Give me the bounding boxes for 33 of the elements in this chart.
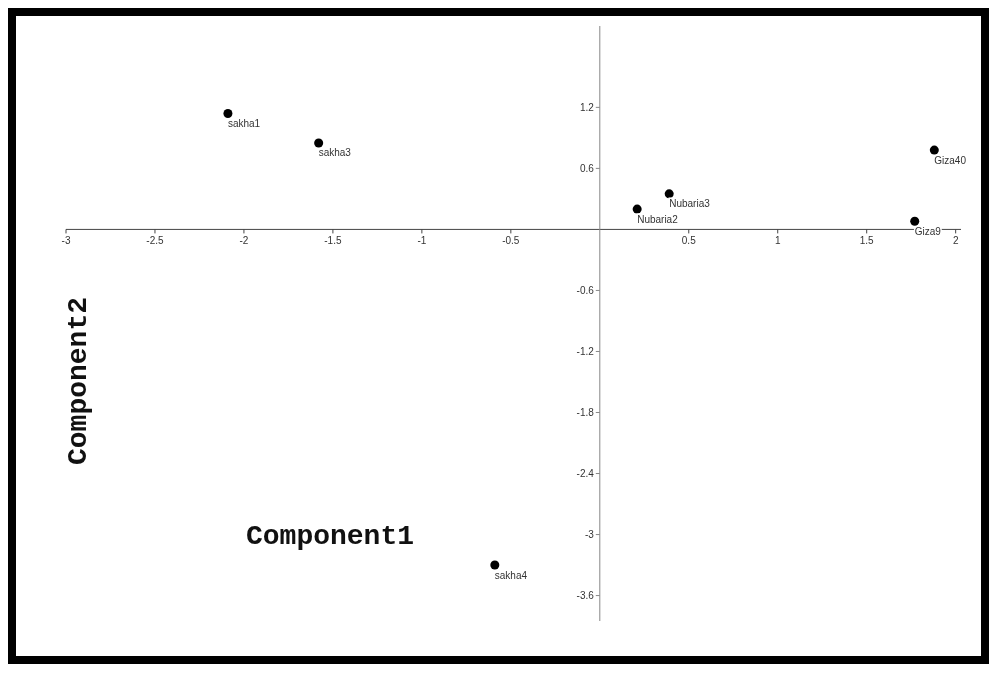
y-tick-label: -2.4 [576, 468, 595, 480]
x-tick-label: -1.5 [324, 235, 342, 247]
x-tick-label: 2 [952, 235, 959, 247]
x-tick-label: -3 [61, 235, 71, 247]
series-label: sakha3 [318, 147, 352, 159]
point [223, 108, 233, 118]
series-label: Nubaria3 [669, 198, 711, 210]
y-tick-label: -1.8 [576, 407, 595, 418]
y-tick-label: -1.2 [576, 345, 595, 357]
x-axis-title: Component1 [246, 521, 415, 552]
x-tick-label: -1 [417, 235, 427, 247]
y-tick-label: 1.2 [579, 101, 595, 113]
point [632, 204, 642, 214]
x-tick-label: 1 [774, 235, 781, 247]
point [910, 216, 920, 226]
y-tick-label: 0.6 [579, 162, 595, 174]
series-label: sakha4 [494, 569, 528, 581]
x-tick-label: -2 [239, 235, 249, 247]
x-tick-label: 1.5 [859, 235, 875, 247]
point [314, 138, 324, 148]
point [664, 189, 674, 199]
x-tick-label: -2.5 [146, 235, 165, 247]
series-label: Nubaria2 [637, 213, 679, 225]
x-tick-label: -0.5 [502, 235, 520, 247]
x-tick-label: 0.5 [681, 235, 697, 247]
point [929, 145, 939, 155]
y-tick-label: -0.6 [576, 284, 595, 296]
point [490, 560, 500, 570]
series-label: Giza40 [934, 154, 967, 166]
y-tick-label: -3 [584, 529, 595, 541]
series-label: sakha1 [227, 117, 261, 129]
y-axis-title: Component2 [62, 296, 94, 466]
y-tick-label: -3.6 [576, 590, 595, 602]
